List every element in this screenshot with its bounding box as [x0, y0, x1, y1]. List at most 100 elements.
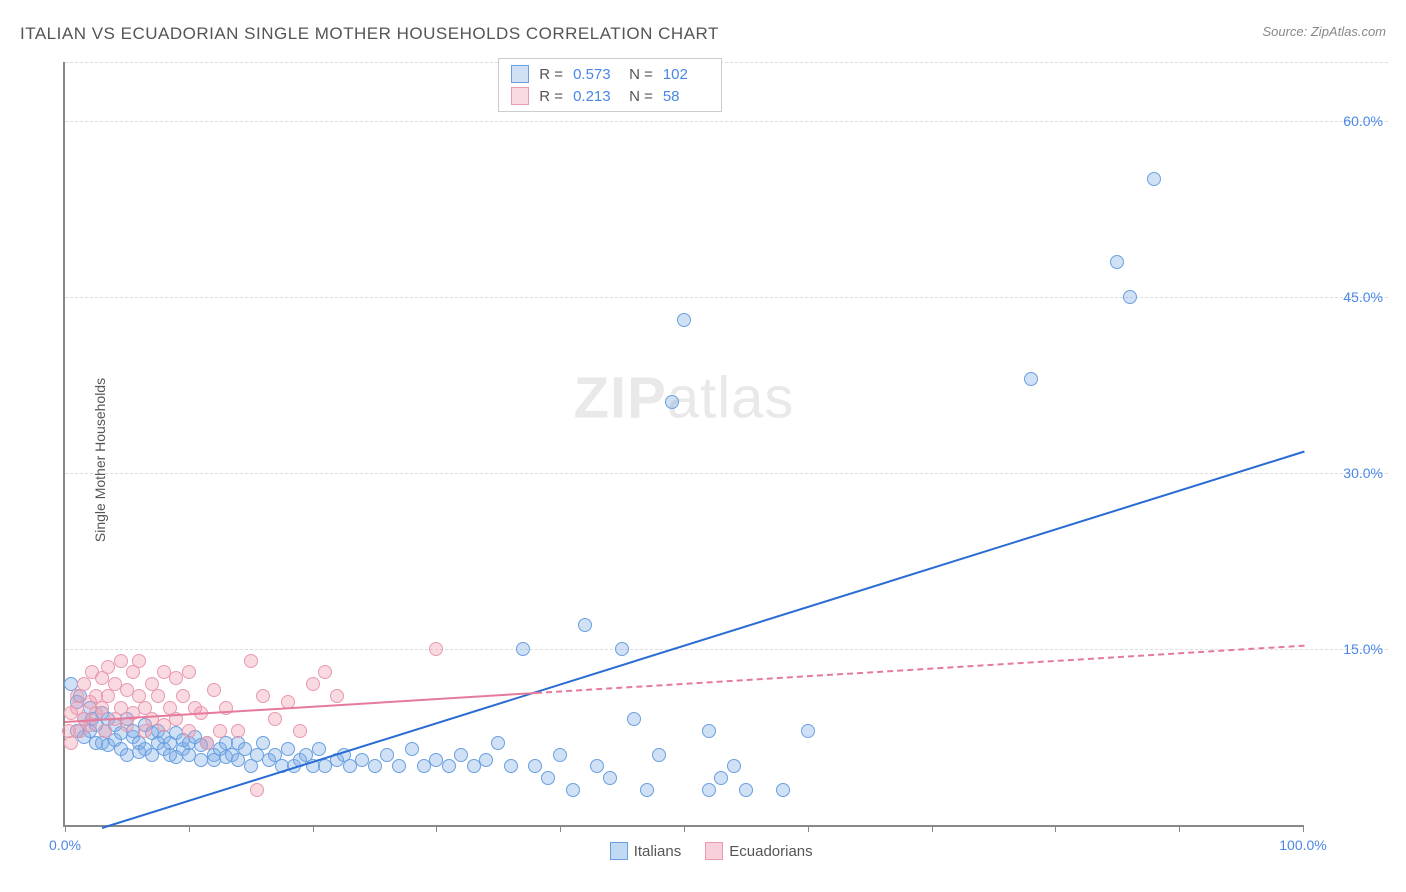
scatter-point	[566, 783, 580, 797]
legend-r-label: R =	[539, 66, 563, 83]
scatter-point	[491, 736, 505, 750]
x-tick-label: 0.0%	[49, 837, 81, 853]
scatter-point	[640, 783, 654, 797]
scatter-point	[553, 748, 567, 762]
watermark-bold: ZIP	[574, 365, 667, 430]
scatter-point	[64, 736, 78, 750]
scatter-point	[504, 759, 518, 773]
scatter-point	[1110, 255, 1124, 269]
x-tick	[436, 825, 437, 832]
scatter-point	[801, 724, 815, 738]
source-attribution: Source: ZipAtlas.com	[1262, 24, 1386, 39]
scatter-point	[405, 742, 419, 756]
scatter-point	[368, 759, 382, 773]
gridline	[65, 473, 1388, 474]
x-tick	[65, 825, 66, 832]
scatter-point	[256, 736, 270, 750]
gridline	[65, 649, 1388, 650]
plot-area: ZIPatlas R =0.573N =102R =0.213N =58 Ita…	[63, 62, 1303, 827]
scatter-point	[312, 742, 326, 756]
scatter-point	[702, 724, 716, 738]
scatter-point	[1024, 372, 1038, 386]
scatter-point	[176, 689, 190, 703]
x-tick-label: 100.0%	[1279, 837, 1326, 853]
legend-correlation: R =0.573N =102R =0.213N =58	[498, 58, 722, 112]
scatter-point	[442, 759, 456, 773]
legend-row: R =0.213N =58	[511, 85, 709, 107]
scatter-point	[98, 724, 112, 738]
gridline	[65, 121, 1388, 122]
x-tick	[1303, 825, 1304, 832]
legend-n-value: 102	[663, 66, 709, 83]
gridline	[65, 62, 1388, 63]
y-tick-label: 60.0%	[1343, 113, 1383, 129]
trend-line	[536, 645, 1305, 694]
x-tick	[560, 825, 561, 832]
scatter-point	[479, 753, 493, 767]
scatter-point	[739, 783, 753, 797]
x-tick	[932, 825, 933, 832]
scatter-point	[250, 783, 264, 797]
scatter-point	[516, 642, 530, 656]
scatter-point	[281, 742, 295, 756]
legend-series-item: Italians	[610, 842, 682, 860]
scatter-point	[380, 748, 394, 762]
scatter-point	[200, 736, 214, 750]
legend-n-label: N =	[629, 88, 653, 105]
legend-row: R = 0.573 N = 102	[511, 63, 709, 85]
scatter-point	[590, 759, 604, 773]
scatter-point	[429, 642, 443, 656]
scatter-point	[244, 654, 258, 668]
scatter-point	[578, 618, 592, 632]
scatter-point	[182, 665, 196, 679]
scatter-point	[318, 665, 332, 679]
scatter-point	[677, 313, 691, 327]
y-tick-label: 15.0%	[1343, 641, 1383, 657]
legend-r-value: 0.213	[573, 88, 619, 105]
legend-series: Italians Ecuadorians	[610, 842, 813, 860]
scatter-point	[114, 654, 128, 668]
scatter-point	[293, 724, 307, 738]
chart-container: Single Mother Households ZIPatlas R =0.5…	[18, 52, 1388, 867]
scatter-point	[615, 642, 629, 656]
scatter-point	[392, 759, 406, 773]
scatter-point	[603, 771, 617, 785]
legend-series-item: Ecuadorians	[705, 842, 812, 860]
trend-line	[102, 450, 1305, 829]
legend-r-value: 0.573	[573, 66, 619, 83]
scatter-point	[330, 689, 344, 703]
legend-swatch	[511, 87, 529, 105]
scatter-point	[702, 783, 716, 797]
x-tick	[1179, 825, 1180, 832]
legend-swatch	[610, 842, 628, 860]
scatter-point	[213, 724, 227, 738]
legend-swatch	[705, 842, 723, 860]
scatter-point	[231, 724, 245, 738]
scatter-point	[727, 759, 741, 773]
scatter-point	[627, 712, 641, 726]
scatter-point	[528, 759, 542, 773]
legend-n-label: N =	[629, 66, 653, 83]
scatter-point	[268, 712, 282, 726]
scatter-point	[132, 654, 146, 668]
scatter-point	[1147, 172, 1161, 186]
scatter-point	[714, 771, 728, 785]
legend-swatch	[511, 65, 529, 83]
scatter-point	[306, 677, 320, 691]
watermark-light: atlas	[667, 365, 795, 430]
legend-series-label: Italians	[634, 843, 682, 860]
y-tick-label: 30.0%	[1343, 465, 1383, 481]
legend-series-label: Ecuadorians	[729, 843, 812, 860]
scatter-point	[665, 395, 679, 409]
scatter-point	[454, 748, 468, 762]
scatter-point	[207, 683, 221, 697]
y-tick-label: 45.0%	[1343, 289, 1383, 305]
scatter-point	[541, 771, 555, 785]
gridline	[65, 297, 1388, 298]
scatter-point	[776, 783, 790, 797]
scatter-point	[151, 689, 165, 703]
x-tick	[808, 825, 809, 832]
scatter-point	[256, 689, 270, 703]
scatter-point	[182, 724, 196, 738]
x-tick	[189, 825, 190, 832]
